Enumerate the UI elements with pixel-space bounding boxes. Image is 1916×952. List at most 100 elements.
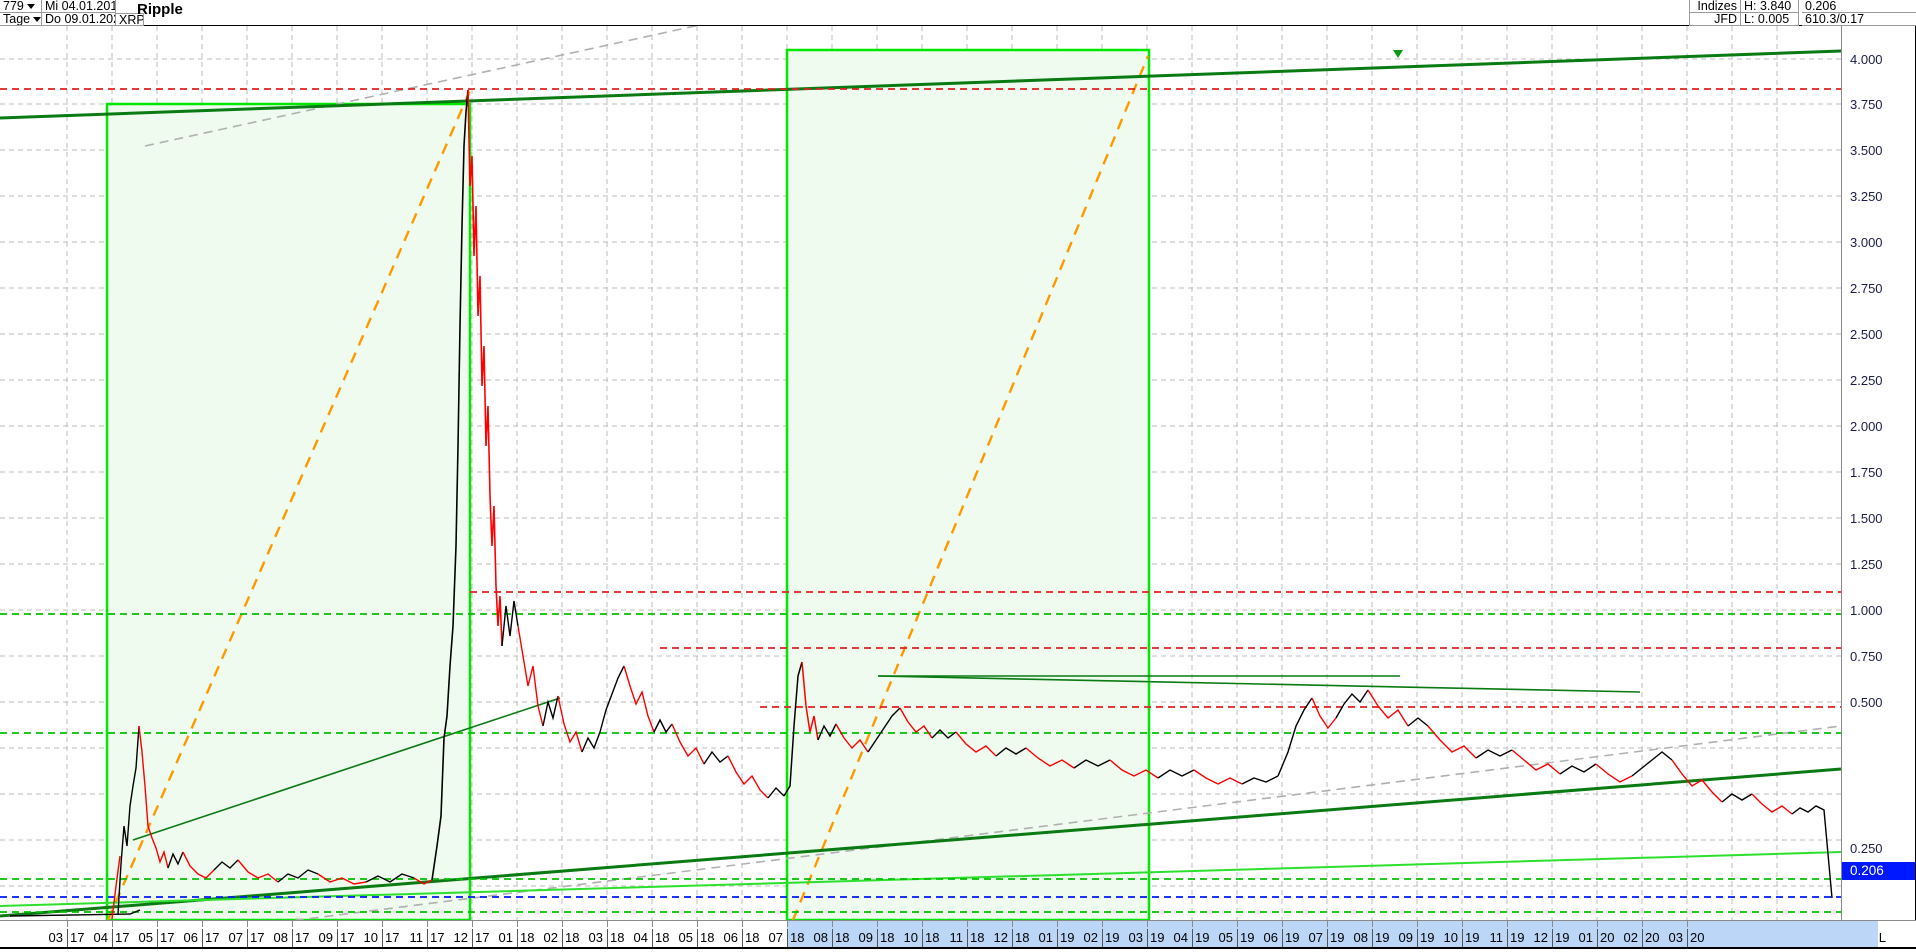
green-trend-channel[interactable]: [0, 49, 1841, 918]
date-axis-year-label: 19: [1285, 930, 1300, 945]
price-tick-label: 0.500: [1850, 695, 1883, 710]
price-tick-label: 3.750: [1850, 97, 1883, 112]
date-axis-year-label: 17: [70, 930, 85, 945]
date-axis-tick: [1147, 921, 1148, 927]
date-axis-separator: [427, 929, 428, 947]
date-axis-tick: [1687, 921, 1688, 927]
date-axis-month-label: 02: [543, 930, 558, 945]
date-axis-month-label: 02: [1083, 930, 1098, 945]
date-axis-tick: [1057, 921, 1058, 927]
date-axis-year-label: 17: [385, 930, 400, 945]
ticker-symbol[interactable]: XRP: [116, 13, 144, 26]
date-axis-month-label: 08: [1353, 930, 1368, 945]
date-axis-tick: [562, 921, 563, 927]
down-arrow-marker: [1393, 50, 1403, 58]
date-axis-month-label: 09: [318, 930, 333, 945]
date-axis-year-label: 19: [1510, 930, 1525, 945]
date-axis-separator: [517, 929, 518, 947]
red-resistance-levels[interactable]: [0, 88, 1841, 708]
date-axis-month-label: 06: [1263, 930, 1278, 945]
date-axis-month-label: 08: [813, 930, 828, 945]
date-axis-month-label: 10: [903, 930, 918, 945]
measured-move-box-2[interactable]: [785, 48, 1151, 920]
date-axis-separator: [1102, 929, 1103, 947]
minor-green-trendlines[interactable]: [132, 675, 1641, 841]
date-axis-month-label: 09: [1398, 930, 1413, 945]
date-axis-year-label: 17: [115, 930, 130, 945]
date-axis-separator: [697, 929, 698, 947]
date-axis-year-label: 19: [1375, 930, 1390, 945]
date-axis-separator: [1282, 929, 1283, 947]
date-axis-separator: [472, 929, 473, 947]
date-axis-tick: [337, 921, 338, 927]
date-axis-tick: [1507, 921, 1508, 927]
date-axis-year-label: 19: [1240, 930, 1255, 945]
current-price-badge: 0.206: [1842, 862, 1915, 880]
date-axis-year-label: 17: [205, 930, 220, 945]
date-axis-separator: [247, 929, 248, 947]
date-axis-year-label: 17: [340, 930, 355, 945]
date-axis-tick: [157, 921, 158, 927]
bars-count-selector[interactable]: 779: [0, 0, 42, 13]
data-feed-label: JFD: [1689, 13, 1741, 26]
price-tick-label: 1.500: [1850, 511, 1883, 526]
date-axis-separator: [652, 929, 653, 947]
date-axis-separator: [1192, 929, 1193, 947]
price-chart-canvas[interactable]: [0, 26, 1841, 920]
date-from-field[interactable]: Mi 04.01.2017: [42, 0, 116, 13]
date-to-field[interactable]: Do 09.01.2020: [42, 13, 116, 26]
date-axis-tick: [517, 921, 518, 927]
date-axis-tick: [967, 921, 968, 927]
date-axis-tick: [787, 921, 788, 927]
axis-mode-indicator[interactable]: L: [1878, 930, 1886, 945]
date-axis-tick: [202, 921, 203, 927]
date-axis-tick: [112, 921, 113, 927]
date-axis-separator: [337, 929, 338, 947]
date-axis-month-label: 07: [1308, 930, 1323, 945]
date-axis-year-label: 18: [655, 930, 670, 945]
date-axis-separator: [967, 929, 968, 947]
date-axis-separator: [742, 929, 743, 947]
date-axis-month-label: 05: [138, 930, 153, 945]
ohlc-price-series[interactable]: [9, 89, 1833, 920]
grey-channel-lines[interactable]: [144, 26, 1841, 920]
orange-projection-lines[interactable]: [106, 55, 1150, 920]
date-axis-separator: [1552, 929, 1553, 947]
chevron-down-icon: [33, 17, 41, 23]
interval-selector[interactable]: Tage: [0, 13, 42, 26]
date-range-selection[interactable]: [787, 921, 1878, 947]
date-axis-year-label: 18: [970, 930, 985, 945]
bars-count-label: 779: [3, 0, 24, 13]
price-tick-label: 3.250: [1850, 189, 1883, 204]
date-axis-year-label: 18: [790, 930, 805, 945]
chart-header-toolbar: 779 Tage Mi 04.01.2017 Do 09.01.2020 XRP…: [0, 0, 1916, 26]
date-axis-month-label: 04: [93, 930, 108, 945]
date-axis-month-label: 07: [228, 930, 243, 945]
green-support-levels[interactable]: [0, 613, 1841, 913]
price-tick-label: 0.250: [1850, 841, 1883, 856]
date-axis[interactable]: L 03 17 04 17 05 17 06 17 07 17 08 17 09 17 10 17 11 17 12…: [0, 920, 1916, 952]
date-axis-tick: [292, 921, 293, 927]
date-axis-tick: [652, 921, 653, 927]
date-axis-separator: [1012, 929, 1013, 947]
date-axis-separator: [832, 929, 833, 947]
date-axis-separator: [1507, 929, 1508, 947]
date-axis-month-label: 03: [588, 930, 603, 945]
date-axis-separator: [67, 929, 68, 947]
price-tick-label: 1.000: [1850, 603, 1883, 618]
date-axis-year-label: 19: [1555, 930, 1570, 945]
date-axis-month-label: 01: [1038, 930, 1053, 945]
date-axis-tick: [1642, 921, 1643, 927]
date-axis-year-label: 18: [745, 930, 760, 945]
date-axis-separator: [1237, 929, 1238, 947]
date-axis-year-label: 18: [565, 930, 580, 945]
date-axis-month-label: 10: [363, 930, 378, 945]
date-axis-year-label: 19: [1105, 930, 1120, 945]
date-axis-year-label: 20: [1690, 930, 1705, 945]
measured-move-box-1[interactable]: [105, 102, 472, 920]
date-axis-tick: [1597, 921, 1598, 927]
date-axis-separator: [1597, 929, 1598, 947]
price-axis[interactable]: 4.000 3.750 3.500 3.250 3.000 2.750 2.50…: [1841, 26, 1916, 920]
date-axis-tick: [1462, 921, 1463, 927]
date-axis-year-label: 18: [520, 930, 535, 945]
